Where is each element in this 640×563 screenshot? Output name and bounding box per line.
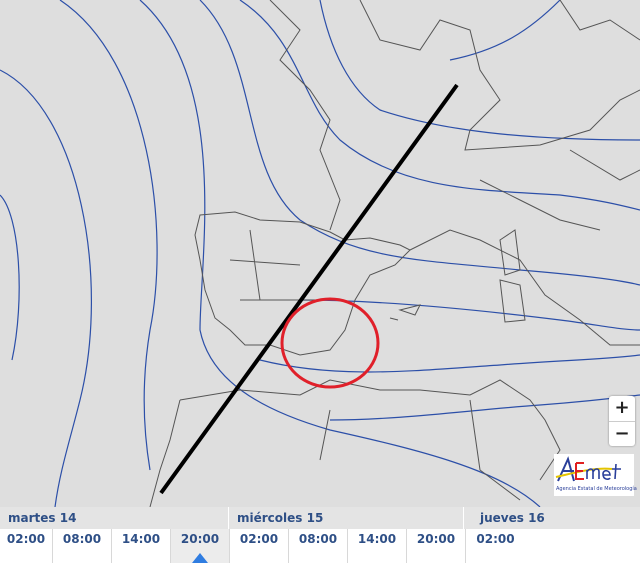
- time-label: 08:00: [62, 532, 102, 546]
- time-slot[interactable]: 20:00: [407, 529, 466, 563]
- timeline-days: martes 14 miércoles 15 jueves 16: [0, 507, 640, 529]
- day-label: miércoles 15: [229, 507, 464, 529]
- zoom-in-button[interactable]: +: [614, 397, 630, 418]
- aemet-logo: Agencia Estatal de Meteorología: [554, 454, 637, 496]
- time-label: 20:00: [416, 532, 456, 546]
- time-label: 08:00: [298, 532, 338, 546]
- timeline-times: 02:00 08:00 14:00 20:00 02:00 08:00 14:0…: [0, 529, 640, 563]
- time-slot-selected[interactable]: 20:00: [171, 529, 230, 563]
- time-slot[interactable]: 08:00: [53, 529, 112, 563]
- logo-subtitle: Agencia Estatal de Meteorología: [556, 486, 637, 492]
- time-label: 14:00: [357, 532, 397, 546]
- coastlines: [149, 0, 640, 507]
- time-label: 14:00: [121, 532, 161, 546]
- time-slot[interactable]: 02:00: [230, 529, 289, 563]
- weather-map[interactable]: [0, 0, 640, 507]
- time-slot[interactable]: 08:00: [289, 529, 348, 563]
- selected-marker-icon: [192, 553, 208, 563]
- day-label: jueves 16: [480, 511, 545, 525]
- time-slot[interactable]: 14:00: [348, 529, 407, 563]
- time-slot[interactable]: 02:00: [466, 529, 525, 563]
- isobars: [0, 0, 640, 507]
- time-slot[interactable]: 14:00: [112, 529, 171, 563]
- day-label: martes 14: [0, 507, 229, 529]
- highlight-circle: [280, 297, 380, 389]
- zoom-control: + −: [609, 396, 635, 446]
- cross-section-line: [159, 83, 459, 495]
- time-label: 02:00: [476, 532, 515, 546]
- aemet-logo-mark: [555, 456, 621, 482]
- time-label: 20:00: [180, 532, 220, 546]
- time-label: 02:00: [239, 532, 279, 546]
- zoom-out-button[interactable]: −: [609, 421, 635, 447]
- time-slot[interactable]: 02:00: [0, 529, 53, 563]
- time-label: 02:00: [6, 532, 46, 546]
